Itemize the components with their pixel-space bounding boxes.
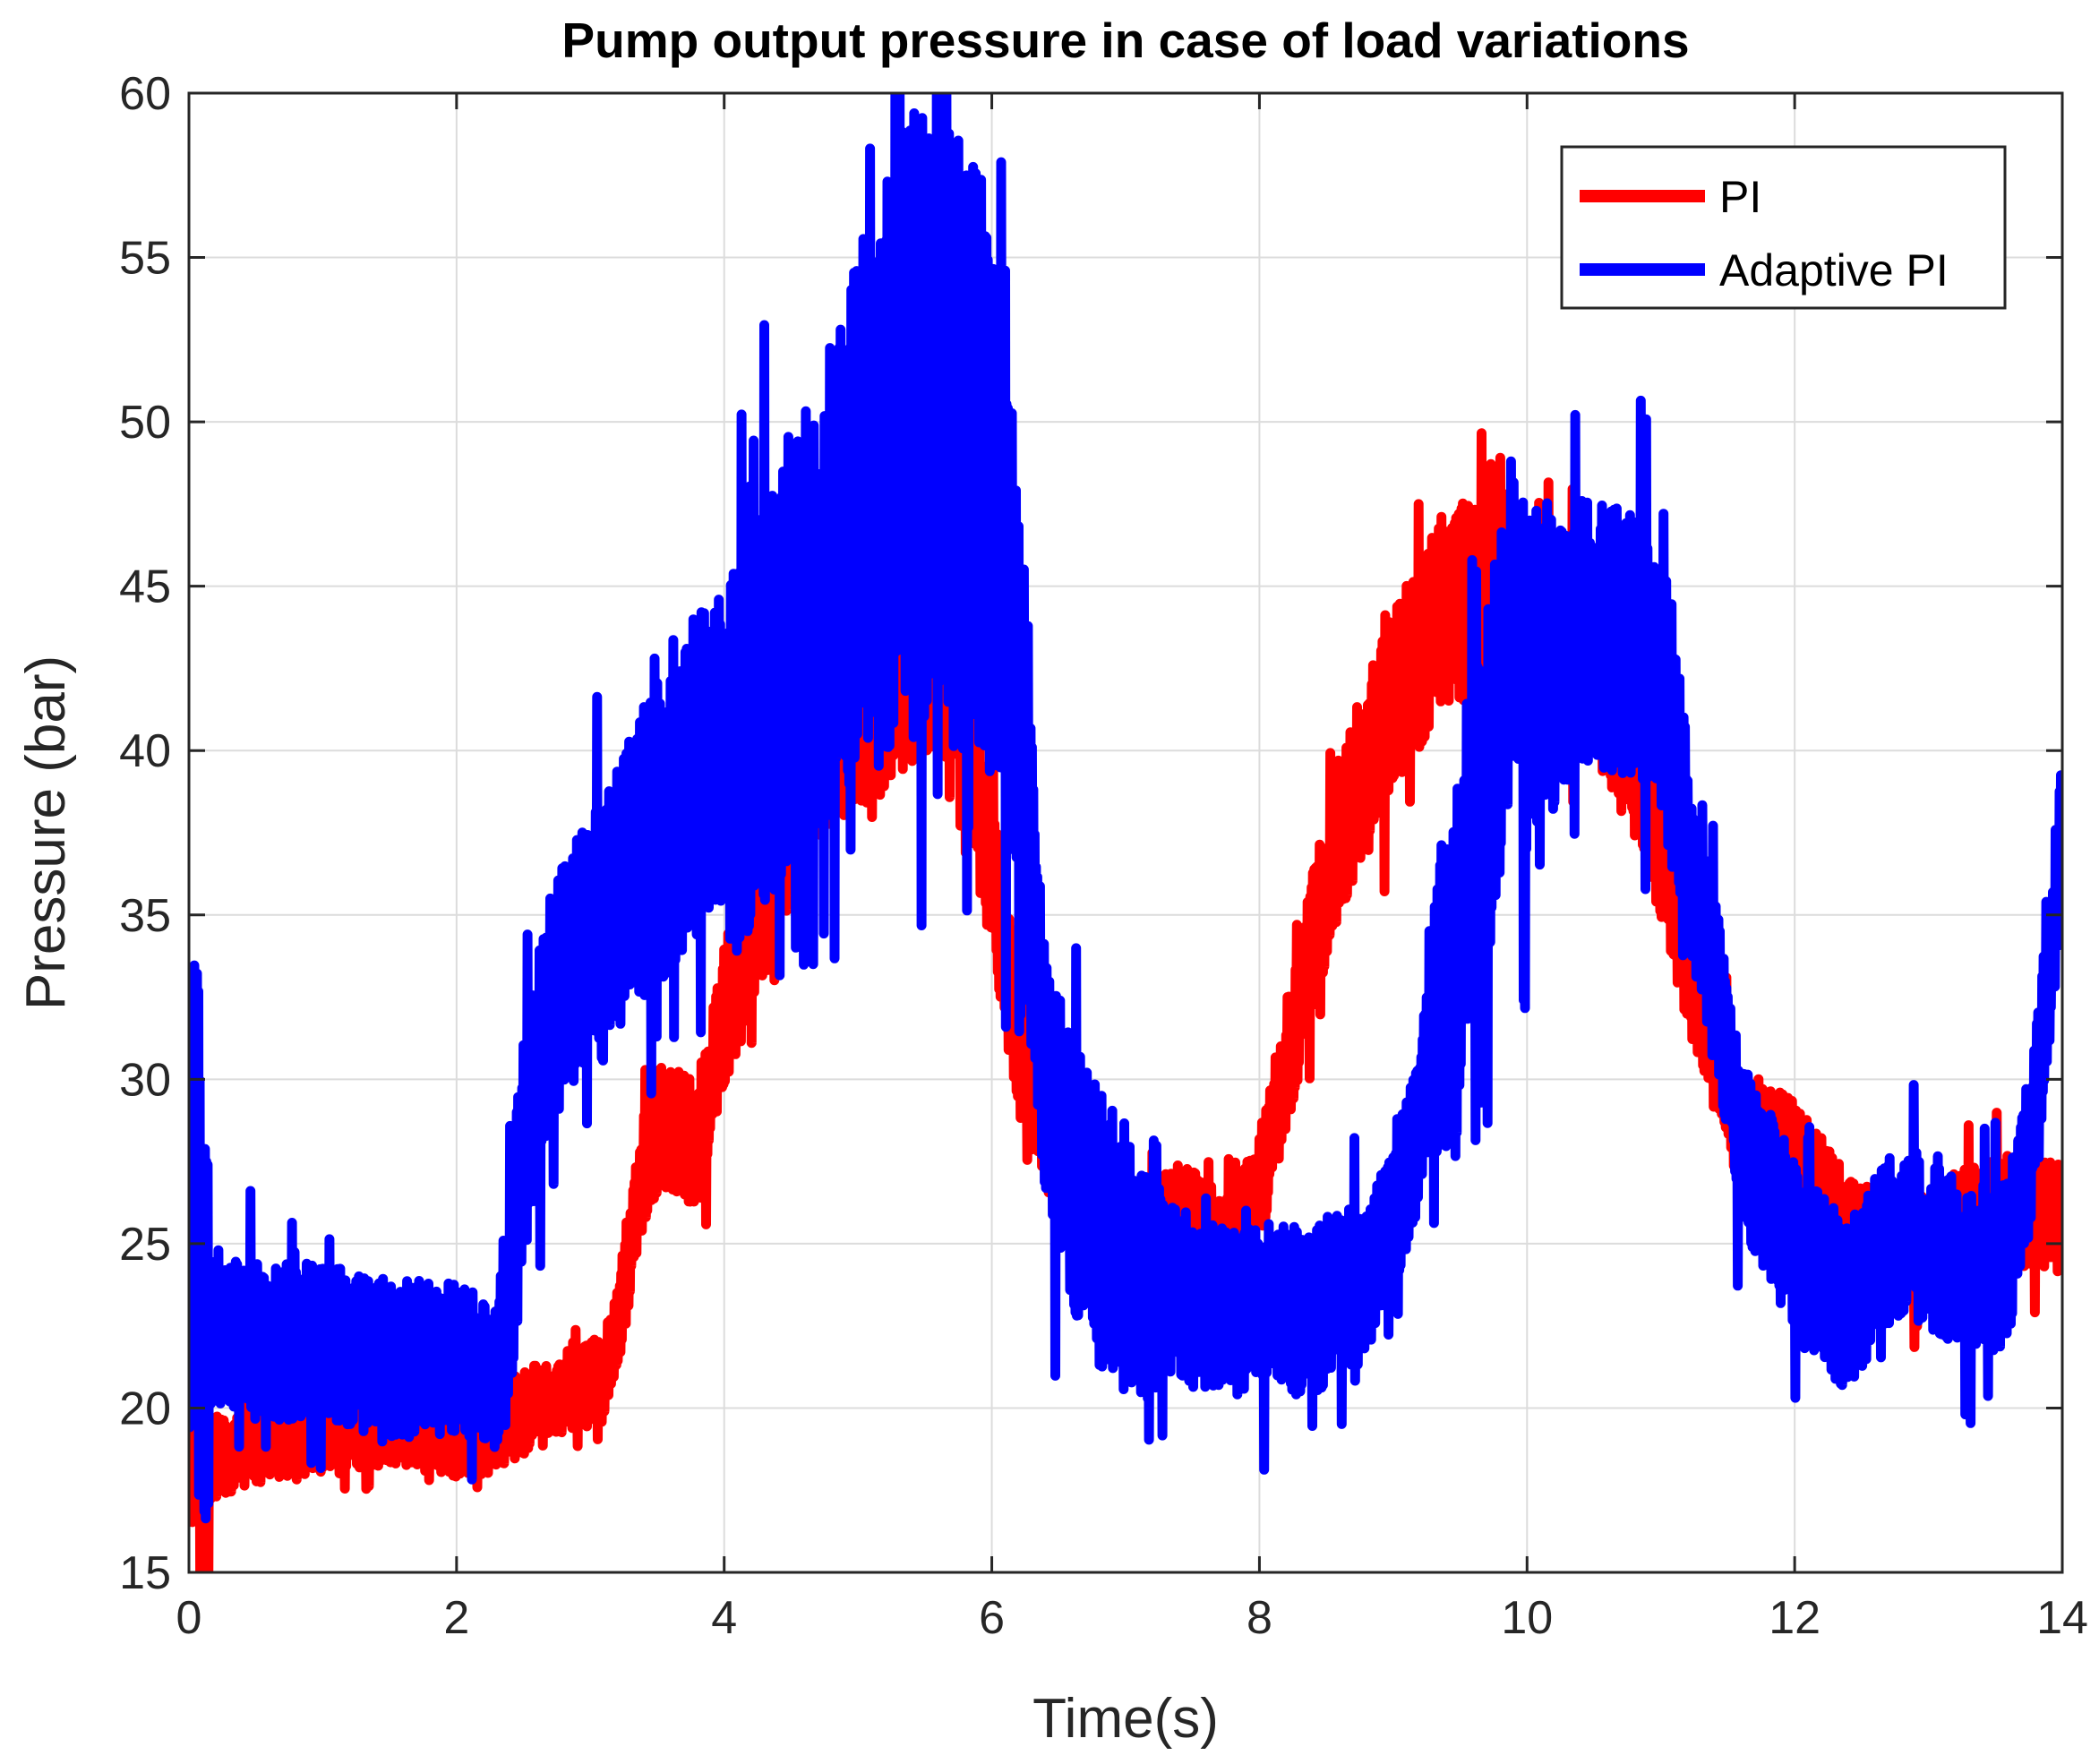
- y-tick-label: 50: [119, 397, 171, 449]
- x-axis-label: Time(s): [1032, 1688, 1219, 1750]
- legend-box: [1560, 145, 2007, 310]
- y-tick-label: 55: [119, 233, 171, 285]
- y-axis-label: Pressure (bar): [15, 655, 77, 1010]
- x-tick-label: 10: [1501, 1592, 1553, 1644]
- legend: PI Adaptive PI: [1560, 145, 2007, 310]
- y-tick-label: 35: [119, 890, 171, 942]
- plot-frame: [187, 91, 2064, 1574]
- legend-label-adaptive-pi: Adaptive PI: [1719, 245, 1949, 295]
- x-tick-label: 6: [979, 1592, 1005, 1644]
- x-tick-label: 0: [176, 1592, 202, 1644]
- x-tick-label: 12: [1769, 1592, 1821, 1644]
- x-tick-label: 4: [711, 1592, 737, 1644]
- y-tick-label: 20: [119, 1383, 171, 1434]
- series-line-adaptive-pi: [189, 93, 2062, 1524]
- y-tick-label: 15: [119, 1547, 171, 1599]
- chart-title: Pump output pressure in case of load var…: [561, 13, 1689, 68]
- series-layer: [189, 93, 2062, 1572]
- y-tick-label: 45: [119, 561, 171, 613]
- y-tick-label: 25: [119, 1219, 171, 1271]
- x-tick-label: 2: [443, 1592, 469, 1644]
- x-tick-label: 8: [1247, 1592, 1272, 1644]
- y-tick-label: 60: [119, 68, 171, 120]
- legend-label-pi: PI: [1719, 172, 1761, 222]
- x-tick-label: 14: [2036, 1592, 2088, 1644]
- y-tick-label: 40: [119, 725, 171, 777]
- y-tick-label: 30: [119, 1054, 171, 1106]
- tick-layer: 0 2 4 6 8 10 12 14 15 20 25 30 35 40 45 50 55 60: [119, 68, 2088, 1644]
